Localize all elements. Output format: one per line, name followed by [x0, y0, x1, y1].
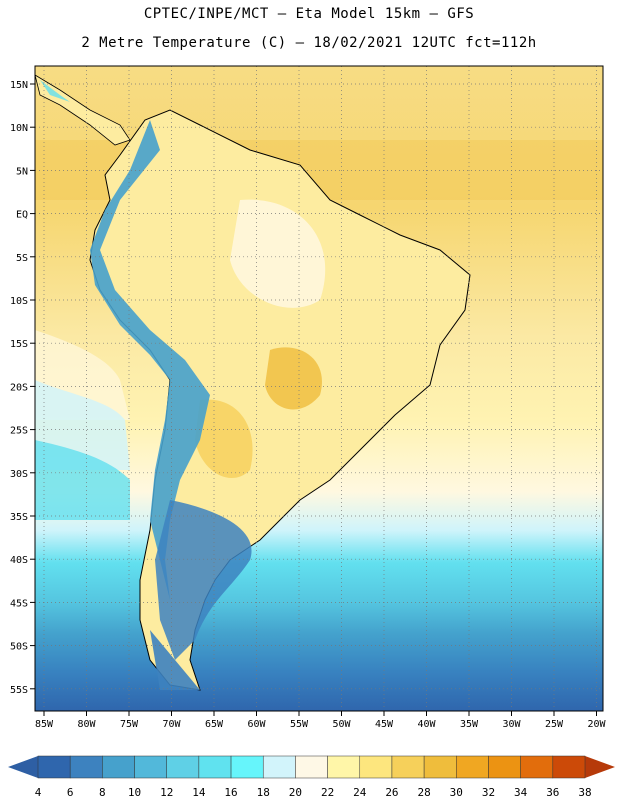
lat-label: 15S [10, 339, 28, 350]
colorbar-swatch [359, 755, 393, 779]
lon-label: 65W [205, 719, 224, 730]
lat-label: 45S [10, 598, 28, 609]
lat-label: 20S [10, 382, 28, 393]
colorbar-swatch [69, 755, 103, 779]
lon-label: 45W [375, 719, 394, 730]
colorbar-tick-label: 24 [353, 786, 367, 799]
lon-label: 60W [247, 719, 266, 730]
colorbar-tick-label: 22 [321, 786, 334, 799]
colorbar-tick-label: 38 [578, 786, 591, 799]
colorbar-tick-label: 8 [99, 786, 106, 799]
map-field [35, 66, 603, 711]
colorbar-swatch [37, 755, 71, 779]
colorbar-tick-label: 32 [482, 786, 495, 799]
colorbar-tick-label: 6 [67, 786, 74, 799]
colorbar-swatch [552, 755, 586, 779]
colorbar-tick-label: 18 [257, 786, 270, 799]
colorbar-swatch [166, 755, 200, 779]
lon-label: 75W [120, 719, 139, 730]
lon-label: 25W [545, 719, 564, 730]
colorbar-low-arrow [8, 756, 38, 778]
lat-label: 55S [10, 685, 28, 696]
colorbar-swatch [456, 755, 489, 779]
lat-label: 30S [10, 469, 28, 480]
colorbar-swatch [295, 755, 328, 779]
lon-label: 80W [77, 719, 96, 730]
colorbar-tick-label: 36 [546, 786, 559, 799]
lon-label: 55W [290, 719, 309, 730]
colorbar-swatch [327, 755, 361, 779]
colorbar-swatch [262, 755, 296, 779]
lon-label: 30W [502, 719, 521, 730]
colorbar-swatch [102, 755, 135, 779]
colorbar-tick-label: 10 [128, 786, 141, 799]
colorbar-swatch [488, 755, 521, 779]
colorbar-swatch [134, 755, 167, 779]
colorbar-swatch [391, 755, 425, 779]
lat-label: 15N [10, 80, 28, 91]
colorbar-tick-label: 16 [224, 786, 237, 799]
colorbar-tick-label: 28 [417, 786, 430, 799]
lat-label: 35S [10, 512, 28, 523]
colorbar: 4 6 8 10 12 14 16 18 20 22 24 26 28 30 32 34 36 38 [8, 755, 615, 799]
lat-label: 50S [10, 642, 28, 653]
lon-label: 70W [162, 719, 181, 730]
colorbar-tick-label: 4 [35, 786, 42, 799]
lat-label: 10S [10, 296, 28, 307]
longitude-labels: 85W 80W 75W 70W 65W 60W 55W 50W 45W 40W 35W 30W 25W 2… [35, 711, 607, 730]
lat-label: EQ [16, 210, 28, 221]
colorbar-tick-label: 30 [450, 786, 463, 799]
chart-title-line1: CPTEC/INPE/MCT – Eta Model 15km – GFS [143, 6, 475, 22]
colorbar-swatch [520, 755, 554, 779]
lon-label: 35W [460, 719, 479, 730]
latitude-labels: 15N 10N 5N EQ 5S 10S 15S 20S 25S 30S 35S 40S 45S 50S 5… [10, 80, 35, 696]
lon-label: 85W [35, 719, 54, 730]
lat-label: 5S [16, 253, 28, 264]
lat-label: 40S [10, 555, 28, 566]
colorbar-tick-label: 20 [289, 786, 302, 799]
lon-label: 40W [417, 719, 436, 730]
lon-label: 20W [587, 719, 606, 730]
graticule [35, 66, 603, 711]
chart-title-line2: 2 Metre Temperature (C) – 18/02/2021 12U… [81, 35, 537, 51]
colorbar-swatch [423, 755, 457, 779]
lat-label: 10N [10, 123, 28, 134]
lat-label: 5N [16, 166, 28, 177]
colorbar-tick-label: 26 [385, 786, 398, 799]
colorbar-high-arrow [585, 756, 615, 778]
lon-label: 50W [332, 719, 351, 730]
colorbar-tick-label: 14 [192, 786, 206, 799]
map-frame [34, 65, 604, 712]
colorbar-swatch [198, 755, 232, 779]
colorbar-tick-label: 12 [160, 786, 173, 799]
lat-label: 25S [10, 426, 28, 437]
colorbar-tick-label: 34 [514, 786, 528, 799]
andes-cold-band [90, 120, 210, 600]
colorbar-swatch [230, 755, 264, 779]
